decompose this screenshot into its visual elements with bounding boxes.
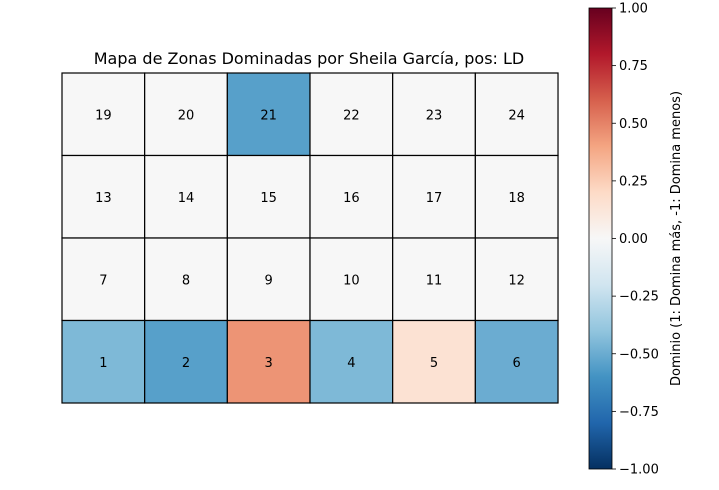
zone-label-22: 22 bbox=[343, 108, 360, 123]
zone-label-10: 10 bbox=[343, 273, 360, 288]
zone-label-7: 7 bbox=[99, 273, 107, 288]
heatmap-cell-zone-2 bbox=[144, 319, 228, 404]
zone-label-20: 20 bbox=[178, 108, 195, 123]
heatmap-cell-zone-19 bbox=[61, 72, 146, 157]
zone-label-19: 19 bbox=[95, 108, 112, 123]
colorbar-tick-label: −0.50 bbox=[619, 347, 659, 362]
zone-label-2: 2 bbox=[182, 356, 190, 371]
heatmap-cell-zone-4 bbox=[309, 319, 394, 404]
zone-label-11: 11 bbox=[426, 273, 443, 288]
colorbar-tick-label: 0.00 bbox=[619, 232, 648, 247]
heatmap-cell-zone-24 bbox=[474, 72, 559, 157]
colorbar-ticks: 1.00 0.75 0.50 0.25 0.00 −0.25 −0.50 −0.75 −1.00 bbox=[612, 2, 659, 478]
colorbar: 1.00 0.75 0.50 0.25 0.00 −0.25 −0.50 −0.75 −1.00… bbox=[588, 2, 684, 478]
colorbar-gradient bbox=[588, 7, 613, 470]
heatmap-cell-zone-16 bbox=[309, 154, 394, 239]
heatmap-cell-zone-20 bbox=[144, 72, 228, 157]
zone-label-18: 18 bbox=[508, 191, 525, 206]
colorbar-tick-label: −0.75 bbox=[619, 405, 659, 420]
zone-label-15: 15 bbox=[260, 191, 277, 206]
colorbar-tick-label: −1.00 bbox=[619, 463, 659, 478]
zone-label-5: 5 bbox=[430, 356, 438, 371]
colorbar-tick-label: −0.25 bbox=[619, 290, 659, 305]
colorbar-tick-label: 0.75 bbox=[619, 59, 648, 74]
heatmap-cell-zone-12 bbox=[474, 237, 559, 322]
chart-title: Mapa de Zonas Dominadas por Sheila Garcí… bbox=[94, 49, 525, 68]
heatmap-cell-zone-1 bbox=[61, 319, 146, 404]
heatmap-cell-zone-22 bbox=[309, 72, 394, 157]
zone-label-23: 23 bbox=[426, 108, 443, 123]
heatmap-cell-zone-11 bbox=[392, 237, 476, 322]
zone-label-4: 4 bbox=[347, 356, 355, 371]
zone-label-14: 14 bbox=[178, 191, 195, 206]
heatmap-cell-zone-8 bbox=[144, 237, 228, 322]
colorbar-tick-label: 1.00 bbox=[619, 2, 648, 17]
heatmap-cell-zone-5 bbox=[392, 319, 476, 404]
colorbar-tick-label: 0.50 bbox=[619, 117, 648, 132]
heatmap-cell-zone-6 bbox=[474, 319, 559, 404]
colorbar-label: Dominio (1: Domina más, -1: Domina menos… bbox=[669, 91, 684, 386]
zone-label-8: 8 bbox=[182, 273, 190, 288]
zone-label-12: 12 bbox=[508, 273, 525, 288]
zone-label-9: 9 bbox=[265, 273, 273, 288]
zone-label-24: 24 bbox=[508, 108, 525, 123]
zone-label-21: 21 bbox=[260, 108, 277, 123]
heatmap-cell-zone-10 bbox=[309, 237, 394, 322]
heatmap-cell-zone-3 bbox=[226, 319, 311, 404]
colorbar-tick-label: 0.25 bbox=[619, 174, 648, 189]
heatmap-cell-zone-21 bbox=[226, 72, 311, 157]
heatmap-cell-zone-18 bbox=[474, 154, 559, 239]
zone-label-17: 17 bbox=[426, 191, 443, 206]
zone-label-6: 6 bbox=[513, 356, 521, 371]
zone-label-16: 16 bbox=[343, 191, 360, 206]
zone-label-1: 1 bbox=[99, 356, 107, 371]
zone-label-13: 13 bbox=[95, 191, 112, 206]
heatmap-cell-zone-14 bbox=[144, 154, 228, 239]
zone-label-3: 3 bbox=[265, 356, 273, 371]
